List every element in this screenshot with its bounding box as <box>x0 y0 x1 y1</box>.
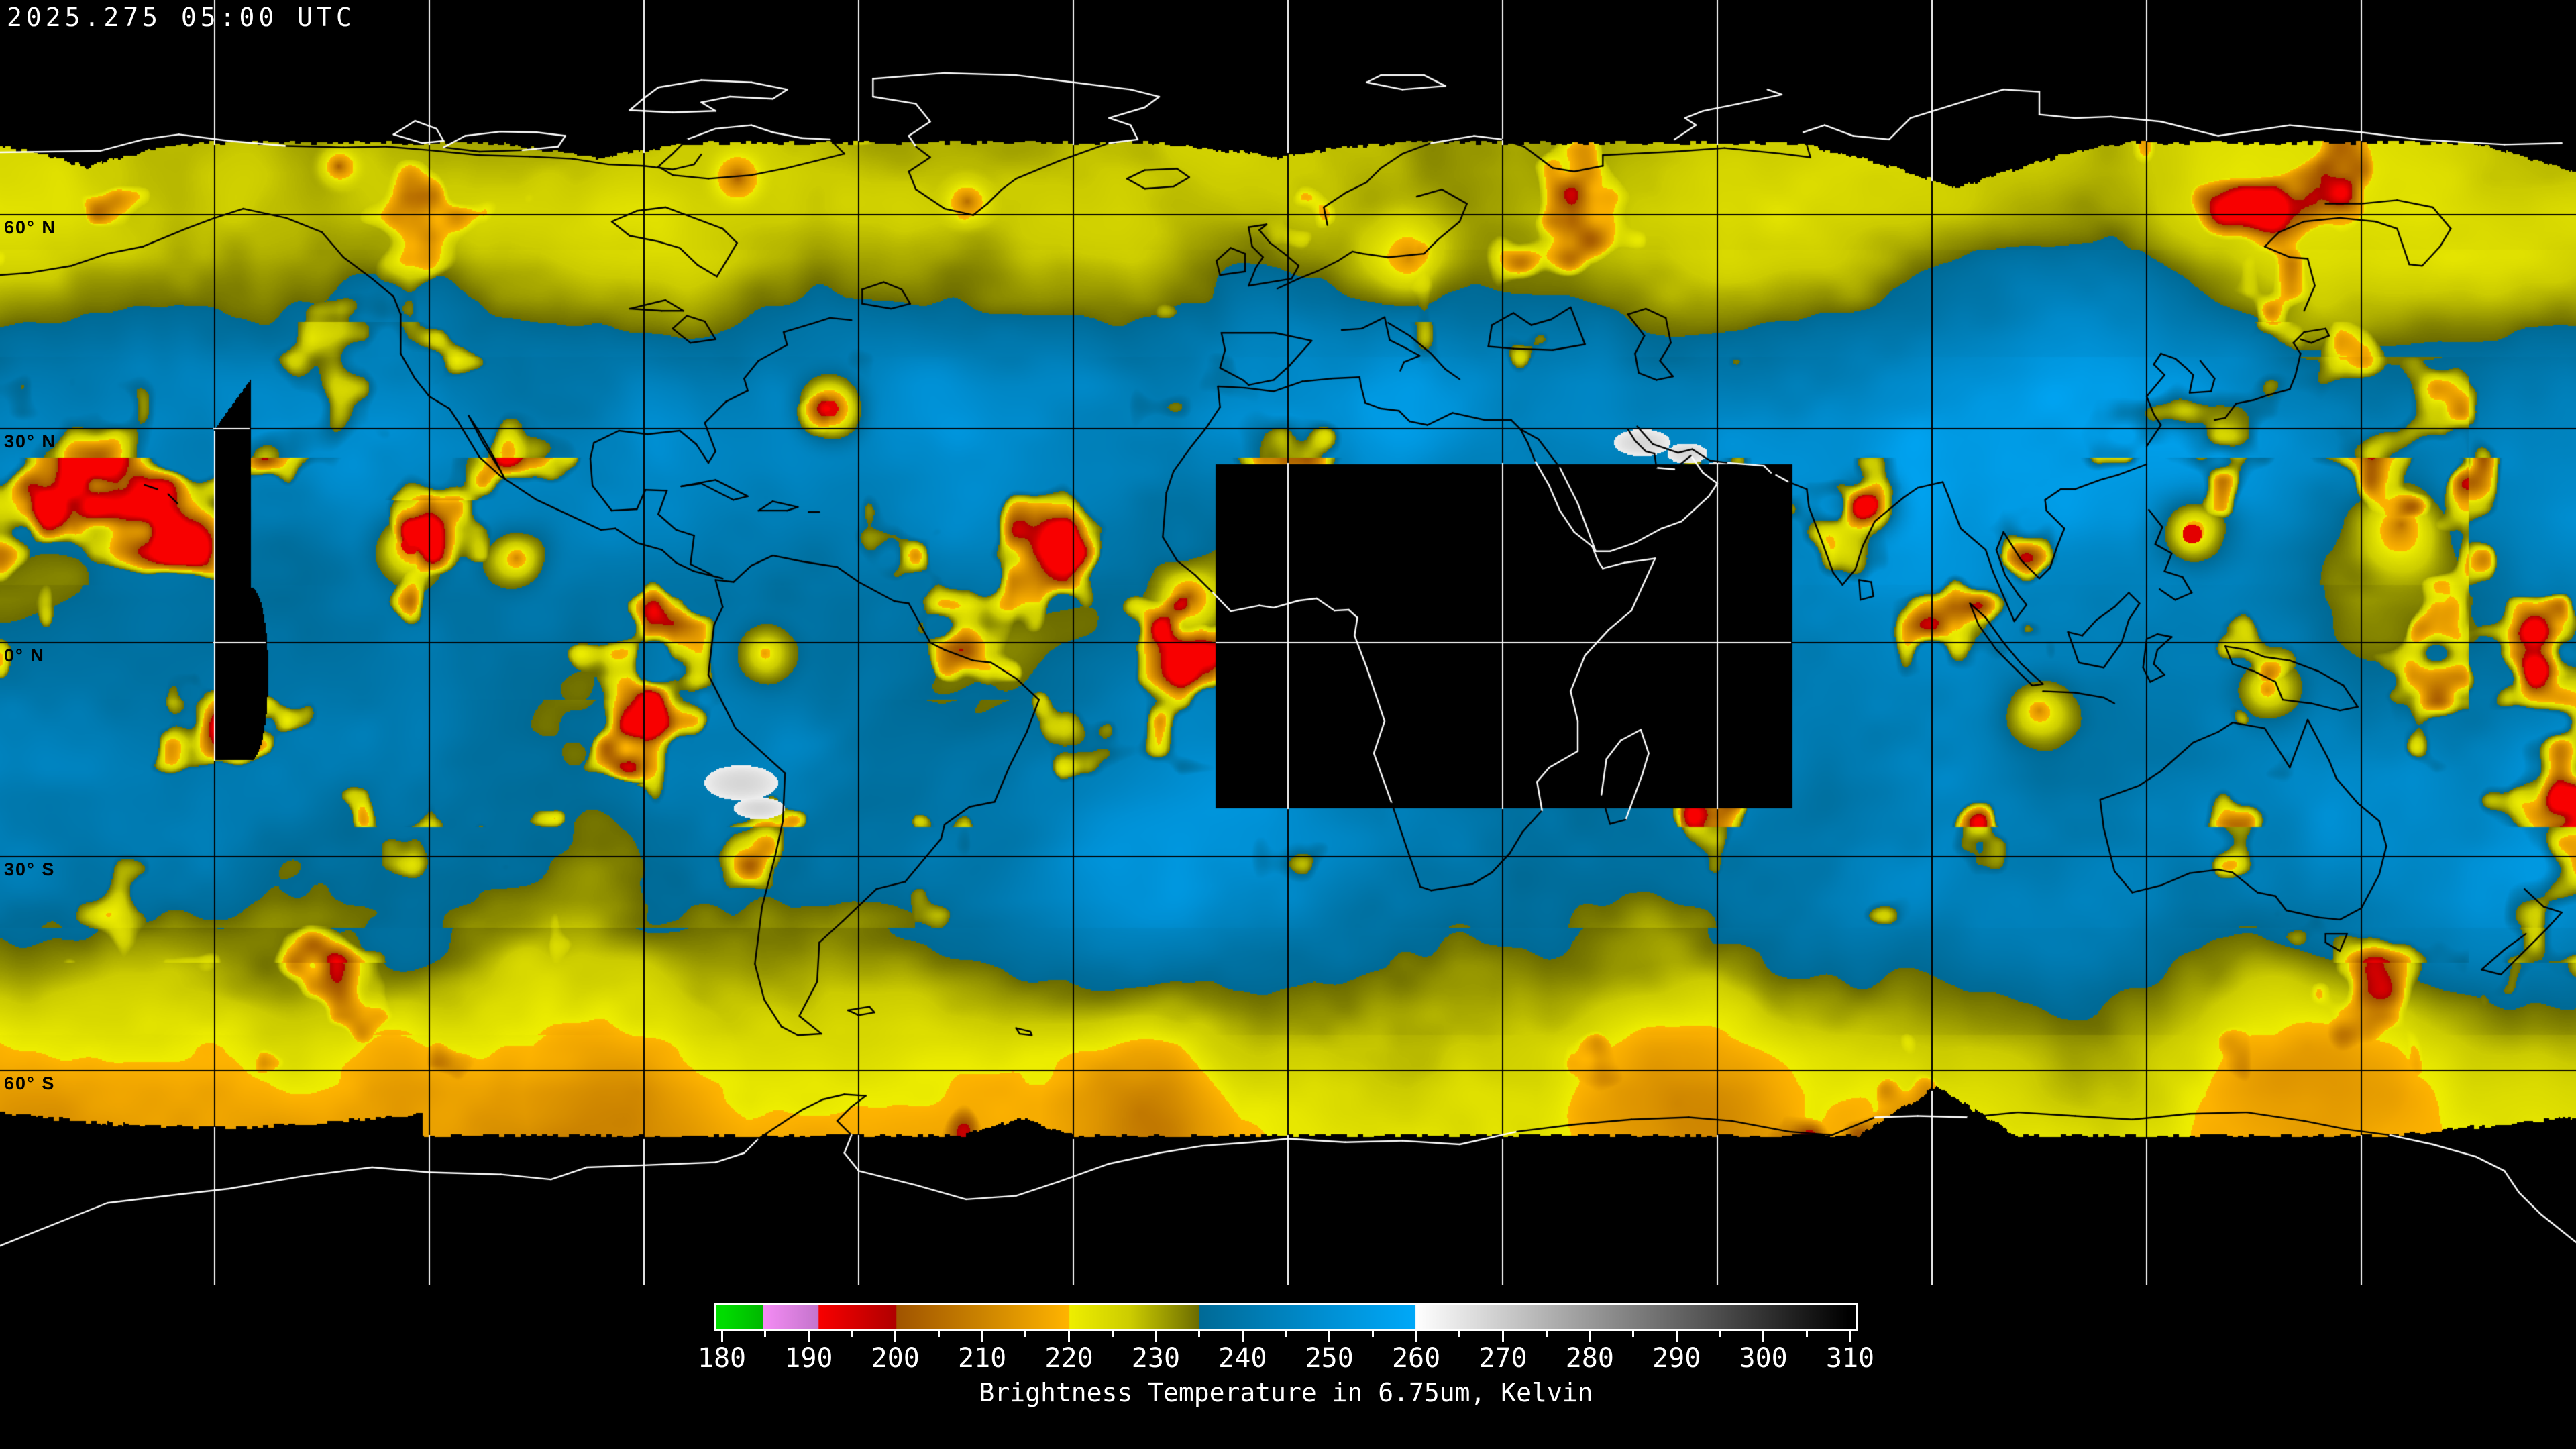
colorbar-major-tick <box>1241 1331 1244 1342</box>
colorbar-major-tick <box>1155 1331 1157 1342</box>
colorbar-minor-tick <box>1371 1331 1374 1337</box>
colorbar-minor-tick <box>1285 1331 1287 1337</box>
lat-label-0n: 0° N <box>4 645 45 665</box>
colorbar-tick-label: 190 <box>784 1343 833 1374</box>
colorbar-major-tick <box>981 1331 983 1342</box>
colorbar-tick-label: 290 <box>1652 1343 1701 1374</box>
lat-label-60n: 60° N <box>4 217 56 237</box>
colorbar-minor-tick <box>1632 1331 1635 1337</box>
colorbar-minor-tick <box>1805 1331 1808 1337</box>
satellite-map-canvas <box>0 0 2576 1285</box>
colorbar-minor-tick <box>1458 1331 1461 1337</box>
colorbar-tick-label: 200 <box>871 1343 920 1374</box>
colorbar-major-tick <box>1762 1331 1765 1342</box>
colorbar-tick-label: 220 <box>1044 1343 1093 1374</box>
colorbar-major-tick <box>1328 1331 1331 1342</box>
colorbar-major-tick <box>894 1331 897 1342</box>
colorbar-minor-tick <box>851 1331 853 1337</box>
colorbar-caption: Brightness Temperature in 6.75um, Kelvin <box>979 1378 1593 1407</box>
colorbar-tick-label: 210 <box>958 1343 1007 1374</box>
colorbar-tick-label: 250 <box>1305 1343 1354 1374</box>
colorbar-minor-tick <box>764 1331 767 1337</box>
lat-label-60s: 60° S <box>4 1073 56 1093</box>
colorbar-tick-label: 240 <box>1218 1343 1267 1374</box>
colorbar-minor-tick <box>1111 1331 1114 1337</box>
colorbar-major-tick <box>1849 1331 1851 1342</box>
colorbar-major-tick <box>720 1331 723 1342</box>
colorbar-major-tick <box>1589 1331 1591 1342</box>
colorbar-major-tick <box>1501 1331 1504 1342</box>
lat-label-30n: 30° N <box>4 431 56 451</box>
colorbar-tick-label: 280 <box>1565 1343 1614 1374</box>
colorbar-minor-tick <box>937 1331 940 1337</box>
colorbar-minor-tick <box>1545 1331 1548 1337</box>
colorbar-tick-label: 300 <box>1739 1343 1788 1374</box>
colorbar-major-tick <box>807 1331 810 1342</box>
colorbar-tick-label: 260 <box>1391 1343 1441 1374</box>
colorbar-tick-label: 310 <box>1825 1343 1875 1374</box>
colorbar-major-tick <box>1415 1331 1417 1342</box>
colorbar-gradient <box>714 1303 1858 1331</box>
colorbar-tick-label: 180 <box>697 1343 747 1374</box>
colorbar-minor-tick <box>1198 1331 1201 1337</box>
colorbar-major-tick <box>1068 1331 1071 1342</box>
colorbar-tick-label: 270 <box>1479 1343 1527 1374</box>
colorbar-major-tick <box>1675 1331 1678 1342</box>
lat-label-30s: 30° S <box>4 859 56 879</box>
timestamp: 2025.275 05:00 UTC <box>7 3 356 32</box>
colorbar-minor-tick <box>1024 1331 1027 1337</box>
colorbar-minor-tick <box>1719 1331 1721 1337</box>
colorbar-tick-label: 230 <box>1131 1343 1181 1374</box>
